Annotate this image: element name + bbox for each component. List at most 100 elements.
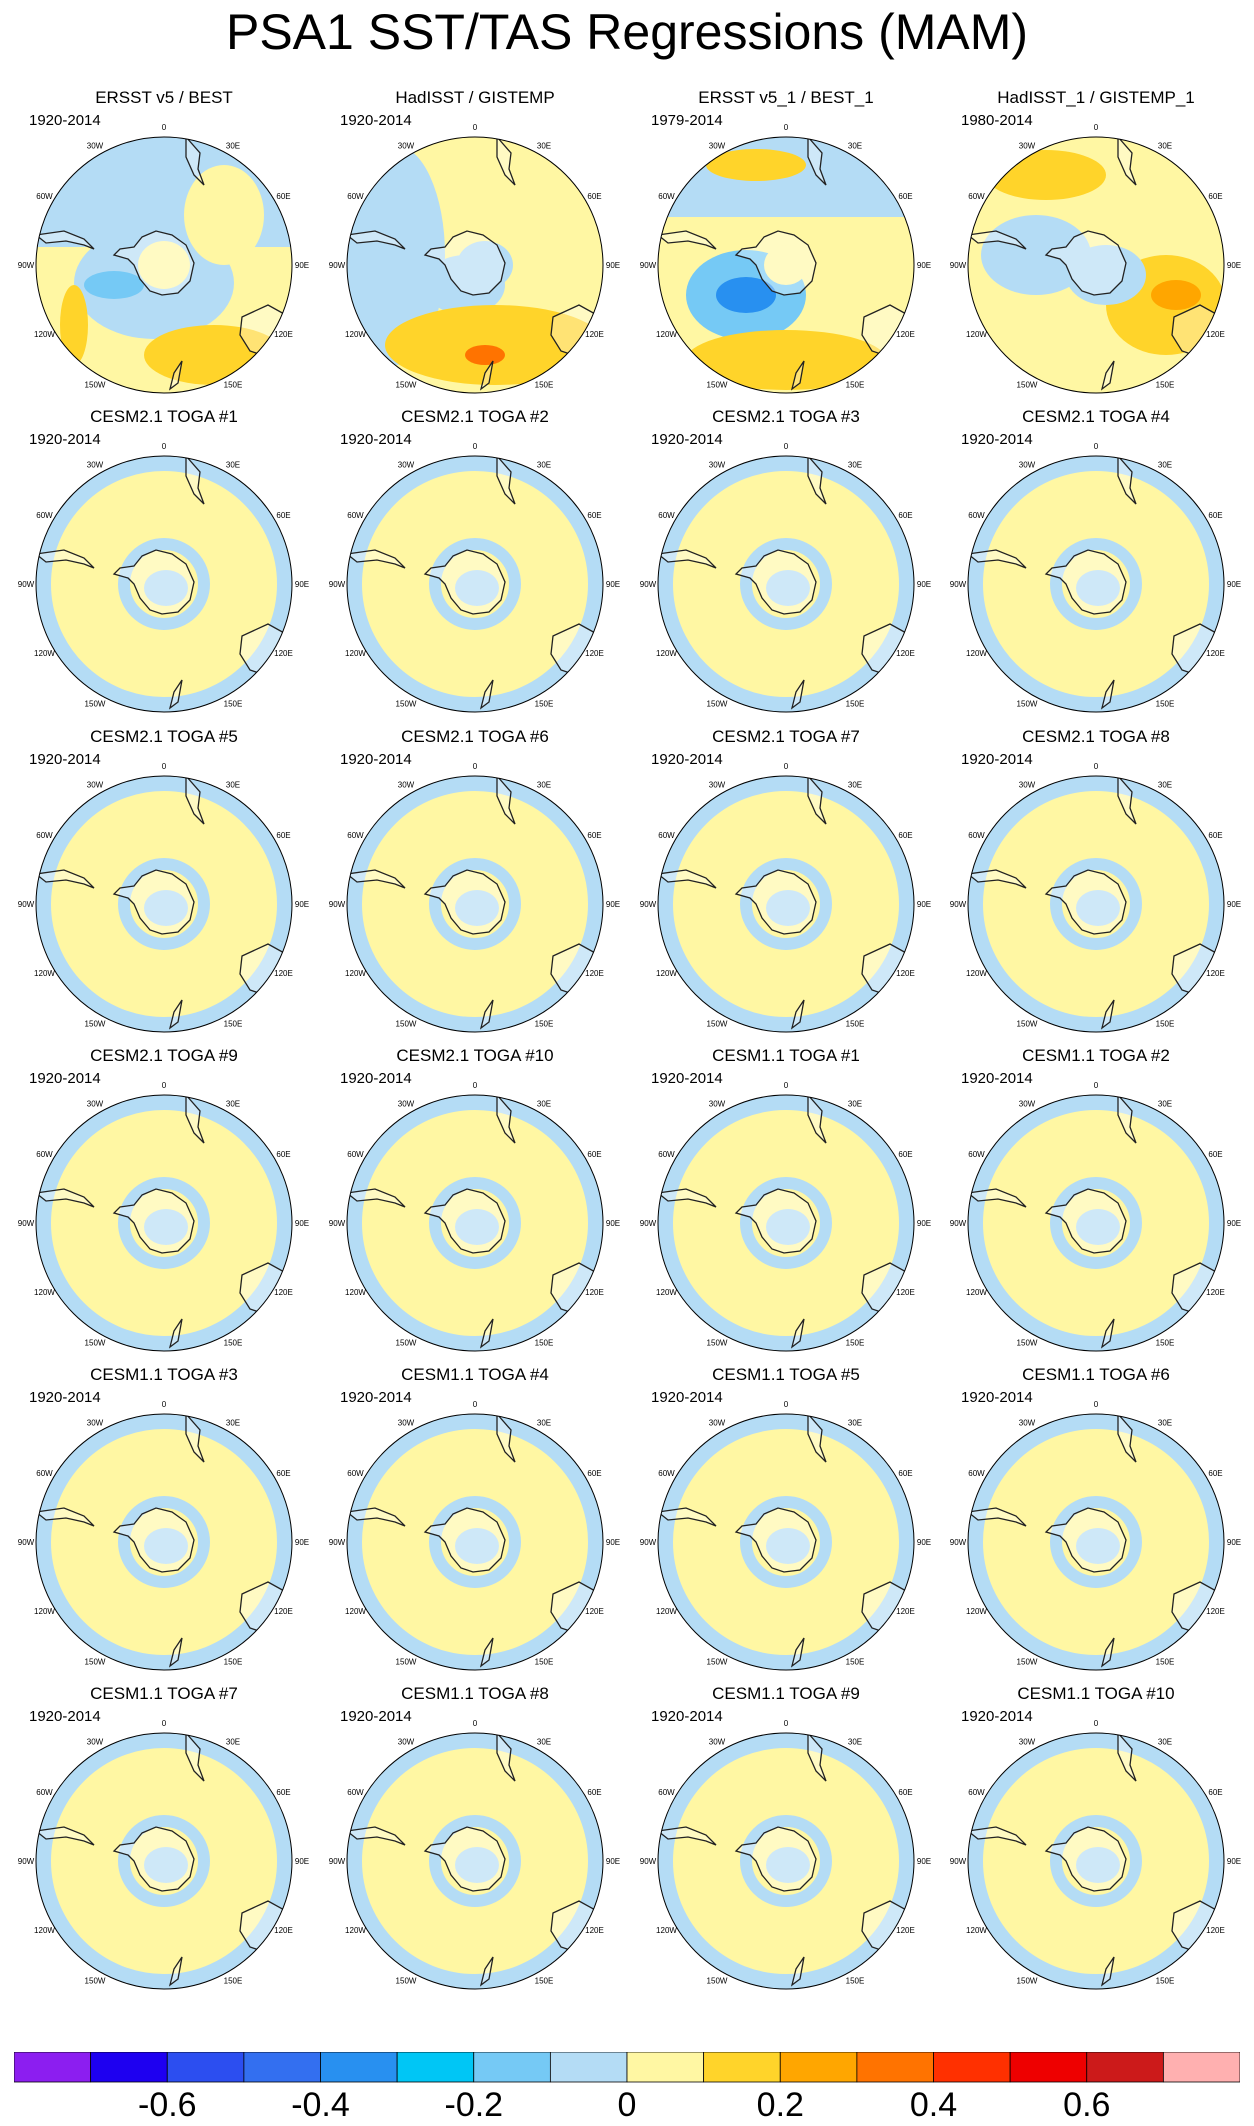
map-frame [967,455,1225,713]
longitude-label: 150E [1156,1339,1175,1348]
longitude-label: 150W [396,1658,417,1667]
landmass [496,776,516,825]
map-panel: CESM1.1 TOGA #2 1920-2014 0 30E 60E 90E 120E 15… [946,1046,1246,1356]
longitude-label: 90E [295,1219,309,1228]
panel-period: 1920-2014 [651,1708,723,1725]
longitude-label: 60W [36,1469,53,1478]
colorbar-tick-label: 0.2 [757,2086,804,2122]
landmass [347,869,406,889]
longitude-label: 120W [34,330,55,339]
landmass [1117,1733,1137,1782]
longitude-label: 60W [968,831,985,840]
inner-ring-anomaly [118,538,210,630]
landmass [1117,137,1137,186]
longitude-label: 0 [473,123,478,132]
longitude-label: 150E [535,700,554,709]
map-frame [35,136,293,394]
landmass [347,1188,406,1208]
map-frame [657,455,915,713]
polar-map: 030E60E90E120E150E180150W120W90W60W30W [329,442,620,713]
longitude-label: 0 [473,762,478,771]
longitude-label: 150W [1017,1339,1038,1348]
longitude-label: 120E [1206,1288,1225,1297]
longitude-label: 120W [656,969,677,978]
longitude-label: 90W [950,1857,967,1866]
polar-patch [457,241,513,289]
longitude-label: 60W [658,1150,675,1159]
longitude-label: 150W [707,1977,728,1986]
longitude-label: 150W [85,1339,106,1348]
longitude-label: 90W [18,580,35,589]
longitude-label: 90E [917,1857,931,1866]
colorbar-swatch [703,2052,781,2083]
polar-patch [764,245,808,285]
panel-period: 1979-2014 [651,112,723,129]
longitude-label: 120E [1206,330,1225,339]
longitude-label: 120E [896,330,915,339]
longitude-label: 150E [535,1977,554,1986]
warm-anomaly-north [706,149,806,181]
map-panel: ERSST v5 / BEST 1920-2014 0 30E 60E 90E 120E 15… [14,88,314,398]
inner-ring-anomaly [1050,538,1142,630]
west-anomaly [981,215,1091,295]
longitude-label: 0 [784,1081,789,1090]
longitude-label: 120W [656,1288,677,1297]
pacific-anomaly [355,1911,445,1989]
panel-title: CESM2.1 TOGA #2 [401,407,549,426]
panel-title: CESM2.1 TOGA #7 [712,727,860,746]
polar-anomaly [766,570,810,606]
longitude-label: 150W [707,1658,728,1667]
longitude-label: 60E [898,1150,912,1159]
panel-title: CESM1.1 TOGA #2 [1022,1046,1170,1065]
coastlines [36,456,287,710]
panel-title: CESM1.1 TOGA #10 [1017,1684,1175,1703]
map-panel: CESM1.1 TOGA #7 1920-2014 0 30E 60E 90E 120E 15… [14,1684,314,1994]
longitude-label: 120W [656,1607,677,1616]
landmass [734,869,817,935]
outer-ring-anomaly [347,1733,603,1989]
longitude-label: 30E [1158,1100,1172,1109]
landmass [968,230,1027,250]
map-panel: CESM2.1 TOGA #8 1920-2014 0 30E 60E 90E 120E 15… [946,727,1246,1037]
pacific-anomaly [44,1911,134,1989]
longitude-label: 30W [709,1100,726,1109]
colorbar-tick-label: 0.4 [910,2086,957,2122]
outer-ring-anomaly [36,776,292,1032]
polar-map: 030E60E90E120E150E180150W120W90W60W30W [640,123,931,394]
longitude-label: 120W [345,1607,366,1616]
strong-warm-anomaly [465,345,505,365]
longitude-label: 30E [537,461,551,470]
longitude-label: 120W [345,969,366,978]
longitude-label: 90E [606,580,620,589]
landmass [479,679,494,710]
regression-field [347,137,603,393]
pacific-anomaly [355,1592,445,1670]
longitude-label: 60E [1208,1788,1222,1797]
strong-warm-anomaly [1151,280,1201,310]
inner-ring-anomaly [118,1496,210,1588]
landmass [36,1188,95,1208]
map-panel: CESM1.1 TOGA #1 1920-2014 0 30E 60E 90E 120E 15… [636,1046,936,1356]
pacific-anomaly [666,1911,756,1989]
longitude-label: 150E [224,381,243,390]
panel-period: 1920-2014 [29,112,101,129]
longitude-label: 120E [896,969,915,978]
polar-anomaly [455,890,499,926]
polar-map: 030E60E90E120E150E180150W120W90W60W30W [640,1081,931,1352]
polar-map: 030E60E90E120E150E180150W120W90W60W30W [640,1719,931,1990]
longitude-label: 60W [36,192,53,201]
landmass [112,869,195,935]
longitude-label: 120W [966,1607,987,1616]
pacific-anomaly [666,1592,756,1670]
longitude-label: 0 [1094,442,1099,451]
landmass [479,1637,494,1668]
longitude-label: 90E [606,900,620,909]
map-panel: CESM1.1 TOGA #9 1920-2014 0 30E 60E 90E 120E 15… [636,1684,936,1994]
landmass [168,360,183,391]
longitude-label: 60E [1208,831,1222,840]
colorbar-tick-label: 0.6 [1063,2086,1110,2122]
longitude-label: 90W [329,1538,346,1547]
warm-anomaly [686,330,886,390]
longitude-label: 60W [347,831,364,840]
longitude-label: 30E [537,1738,551,1747]
